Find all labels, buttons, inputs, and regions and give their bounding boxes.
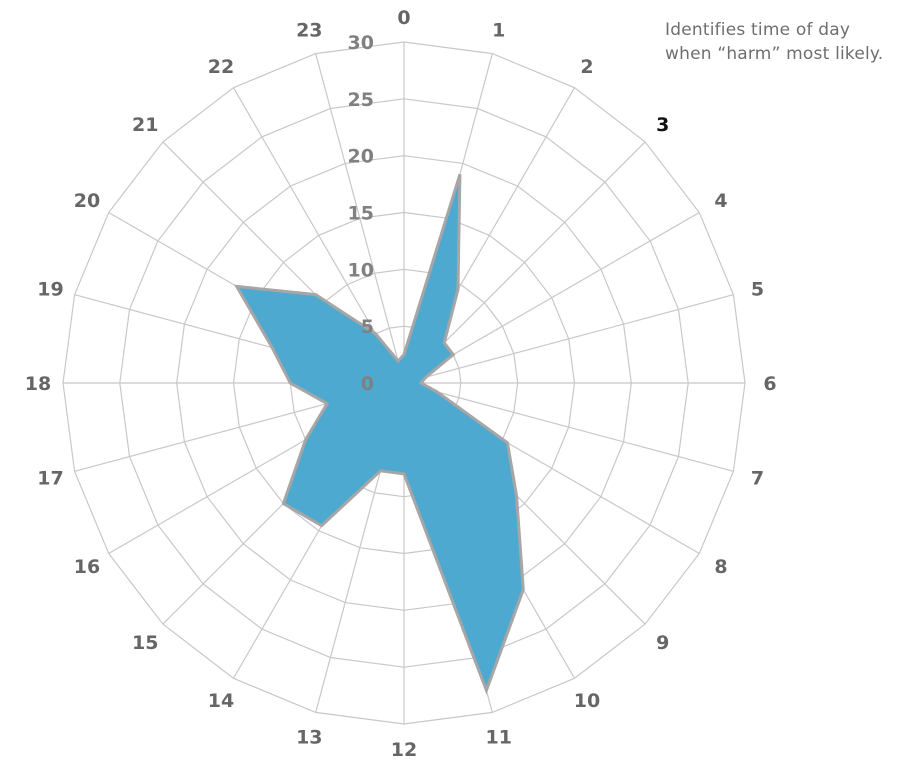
data-point-hour-4 — [452, 354, 454, 356]
hour-label-0: 0 — [397, 7, 410, 29]
data-point-hour-17 — [326, 403, 328, 405]
radial-tick-0: 0 — [361, 373, 374, 395]
radial-tick-30: 30 — [348, 32, 374, 54]
annotation-line-2: when “harm” most likely. — [665, 44, 884, 64]
radial-tick-15: 15 — [348, 203, 374, 225]
data-point-hour-10 — [522, 589, 524, 591]
hour-label-16: 16 — [74, 556, 100, 578]
data-point-hour-13 — [380, 470, 381, 472]
data-point-hour-20 — [236, 285, 238, 287]
spoke-23 — [315, 53, 405, 384]
hour-label-13: 13 — [296, 727, 322, 749]
data-point-hour-14 — [321, 525, 323, 527]
spoke-7 — [403, 382, 734, 472]
chart-grid — [62, 41, 746, 725]
data-point-hour-22 — [375, 333, 377, 335]
data-point-hour-0 — [403, 354, 405, 356]
hour-label-7: 7 — [751, 468, 764, 490]
data-point-hour-9 — [516, 495, 517, 496]
hour-label-10: 10 — [574, 690, 600, 712]
hour-label-4: 4 — [714, 190, 727, 212]
data-point-hour-12 — [403, 473, 405, 475]
data-point-hour-18 — [289, 382, 291, 384]
hour-label-3: 3 — [656, 114, 669, 136]
hour-label-11: 11 — [485, 727, 511, 749]
data-point-hour-21 — [315, 294, 317, 296]
radial-tick-20: 20 — [348, 146, 374, 168]
hour-label-23: 23 — [296, 20, 322, 42]
radial-tick-5: 5 — [361, 316, 374, 338]
hour-label-17: 17 — [37, 468, 63, 490]
hour-label-6: 6 — [763, 373, 776, 395]
hour-label-5: 5 — [751, 278, 764, 300]
hour-label-19: 19 — [37, 278, 63, 300]
hour-label-20: 20 — [74, 190, 100, 212]
radial-tick-10: 10 — [348, 259, 374, 281]
data-point-hour-11 — [485, 689, 487, 691]
chart-series — [233, 173, 525, 695]
spoke-5 — [403, 294, 734, 384]
hour-label-12: 12 — [391, 739, 417, 761]
data-point-hour-1 — [459, 173, 461, 175]
hour-label-14: 14 — [208, 690, 234, 712]
data-point-hour-8 — [506, 442, 508, 444]
data-point-hour-7 — [436, 391, 438, 393]
data-point-hour-16 — [305, 439, 307, 441]
hour-label-2: 2 — [580, 56, 593, 78]
data-point-hour-3 — [443, 342, 445, 344]
radial-tick-labels: 0 5 10 15 20 25 30 — [348, 32, 374, 395]
hour-label-18: 18 — [25, 373, 51, 395]
hour-label-15: 15 — [132, 632, 158, 654]
annotation-note: Identifies time of day when “harm” most … — [665, 18, 915, 66]
hour-label-9: 9 — [656, 632, 669, 654]
radial-tick-25: 25 — [348, 89, 374, 111]
data-point-hour-15 — [282, 503, 284, 505]
annotation-line-1: Identifies time of day — [665, 20, 851, 40]
data-point-hour-6 — [420, 382, 422, 384]
hour-label-8: 8 — [714, 556, 727, 578]
data-point-hour-23 — [397, 360, 399, 362]
data-point-hour-19 — [271, 347, 273, 349]
data-point-hour-2 — [457, 289, 459, 290]
data-point-hour-5 — [425, 376, 427, 378]
hour-label-21: 21 — [132, 114, 158, 136]
hour-label-1: 1 — [492, 20, 505, 42]
hour-label-22: 22 — [208, 56, 234, 78]
